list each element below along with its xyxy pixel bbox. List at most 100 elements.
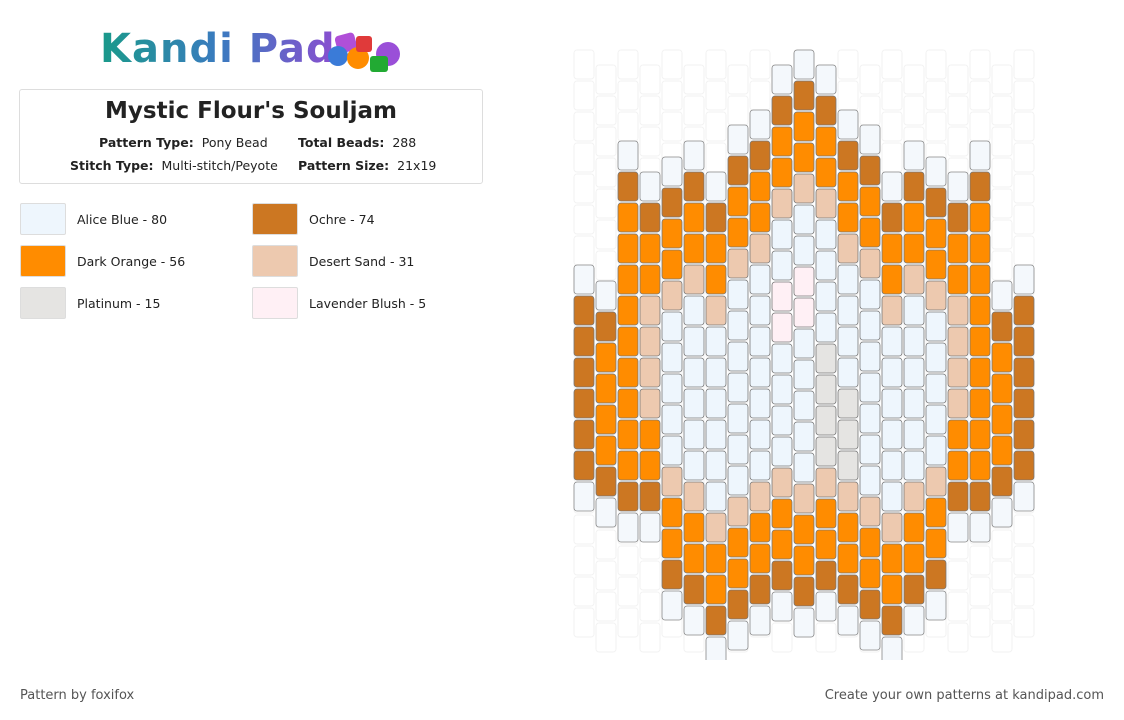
bead: [617, 49, 639, 80]
bead: [749, 80, 771, 111]
bead: [1013, 545, 1035, 576]
bead: [881, 574, 903, 605]
bead: [1013, 80, 1035, 111]
bead: [705, 202, 727, 233]
meta: Total Beads: 288: [298, 135, 416, 150]
bead: [595, 64, 617, 95]
bead: [771, 436, 793, 467]
bead: [683, 171, 705, 202]
bead: [837, 574, 859, 605]
bead: [793, 328, 815, 359]
bead: [573, 419, 595, 450]
meta-label: Total Beads:: [298, 135, 385, 150]
meta-label: Pattern Size:: [298, 158, 390, 173]
bead: [749, 49, 771, 80]
bead: [947, 419, 969, 450]
bead: [573, 295, 595, 326]
bead: [595, 157, 617, 188]
bead: [595, 95, 617, 126]
bead: [617, 388, 639, 419]
bead: [925, 187, 947, 218]
pattern-title: Mystic Flour's Souljam: [105, 98, 397, 124]
bead: [947, 388, 969, 419]
bead: [617, 140, 639, 171]
bead: [639, 233, 661, 264]
bead: [903, 202, 925, 233]
bead: [617, 264, 639, 295]
bead: [595, 280, 617, 311]
bead: [815, 529, 837, 560]
bead: [727, 64, 749, 95]
legend-label: Ochre - 74: [309, 211, 375, 227]
bead: [837, 326, 859, 357]
bead: [705, 388, 727, 419]
bead: [859, 279, 881, 310]
bead: [881, 605, 903, 636]
bead: [705, 357, 727, 388]
bead: [573, 545, 595, 576]
bead: [771, 64, 793, 95]
bead: [705, 450, 727, 481]
bead: [771, 281, 793, 312]
bead: [683, 295, 705, 326]
bead: [815, 374, 837, 405]
bead: [639, 591, 661, 622]
bead: [661, 404, 683, 435]
bead: [969, 264, 991, 295]
bead: [859, 186, 881, 217]
bead: [991, 126, 1013, 157]
bead: [727, 186, 749, 217]
swatch: [252, 287, 298, 319]
bead: [617, 171, 639, 202]
bead: [617, 80, 639, 111]
bead: [837, 295, 859, 326]
bead: [969, 512, 991, 543]
bead: [925, 280, 947, 311]
bead: [969, 450, 991, 481]
bead: [705, 605, 727, 636]
bead: [991, 435, 1013, 466]
logo[interactable]: Kandi Pad: [100, 26, 336, 72]
bead: [881, 450, 903, 481]
bead: [1013, 419, 1035, 450]
bead: [991, 280, 1013, 311]
bead: [749, 450, 771, 481]
bead: [749, 326, 771, 357]
bead: [925, 111, 947, 142]
promo[interactable]: Create your own patterns at kandipad.com: [824, 688, 1104, 703]
bead: [727, 124, 749, 155]
bead: [837, 543, 859, 574]
bead: [903, 171, 925, 202]
bead: [815, 498, 837, 529]
bead: [881, 636, 903, 660]
bead: [991, 311, 1013, 342]
bead: [815, 560, 837, 591]
legend-item: Ochre - 74: [252, 203, 375, 235]
bead: [661, 497, 683, 528]
bead: [947, 171, 969, 202]
bead: [991, 188, 1013, 219]
bead: [991, 95, 1013, 126]
bead: [639, 560, 661, 591]
bead: [837, 450, 859, 481]
bead: [683, 357, 705, 388]
bead: [749, 171, 771, 202]
bead: [749, 295, 771, 326]
bead: [661, 373, 683, 404]
bead: [881, 419, 903, 450]
bead: [903, 264, 925, 295]
meta-label: Stitch Type:: [70, 158, 154, 173]
bead: [969, 576, 991, 607]
bead: [947, 264, 969, 295]
legend-item: Platinum - 15: [20, 287, 160, 319]
bead: [815, 281, 837, 312]
bead: [947, 233, 969, 264]
bead: [991, 219, 1013, 250]
bead: [815, 64, 837, 95]
bead: [793, 80, 815, 111]
bead: [837, 357, 859, 388]
bead: [683, 64, 705, 95]
bead: [727, 589, 749, 620]
bead: [727, 434, 749, 465]
swatch: [20, 245, 66, 277]
